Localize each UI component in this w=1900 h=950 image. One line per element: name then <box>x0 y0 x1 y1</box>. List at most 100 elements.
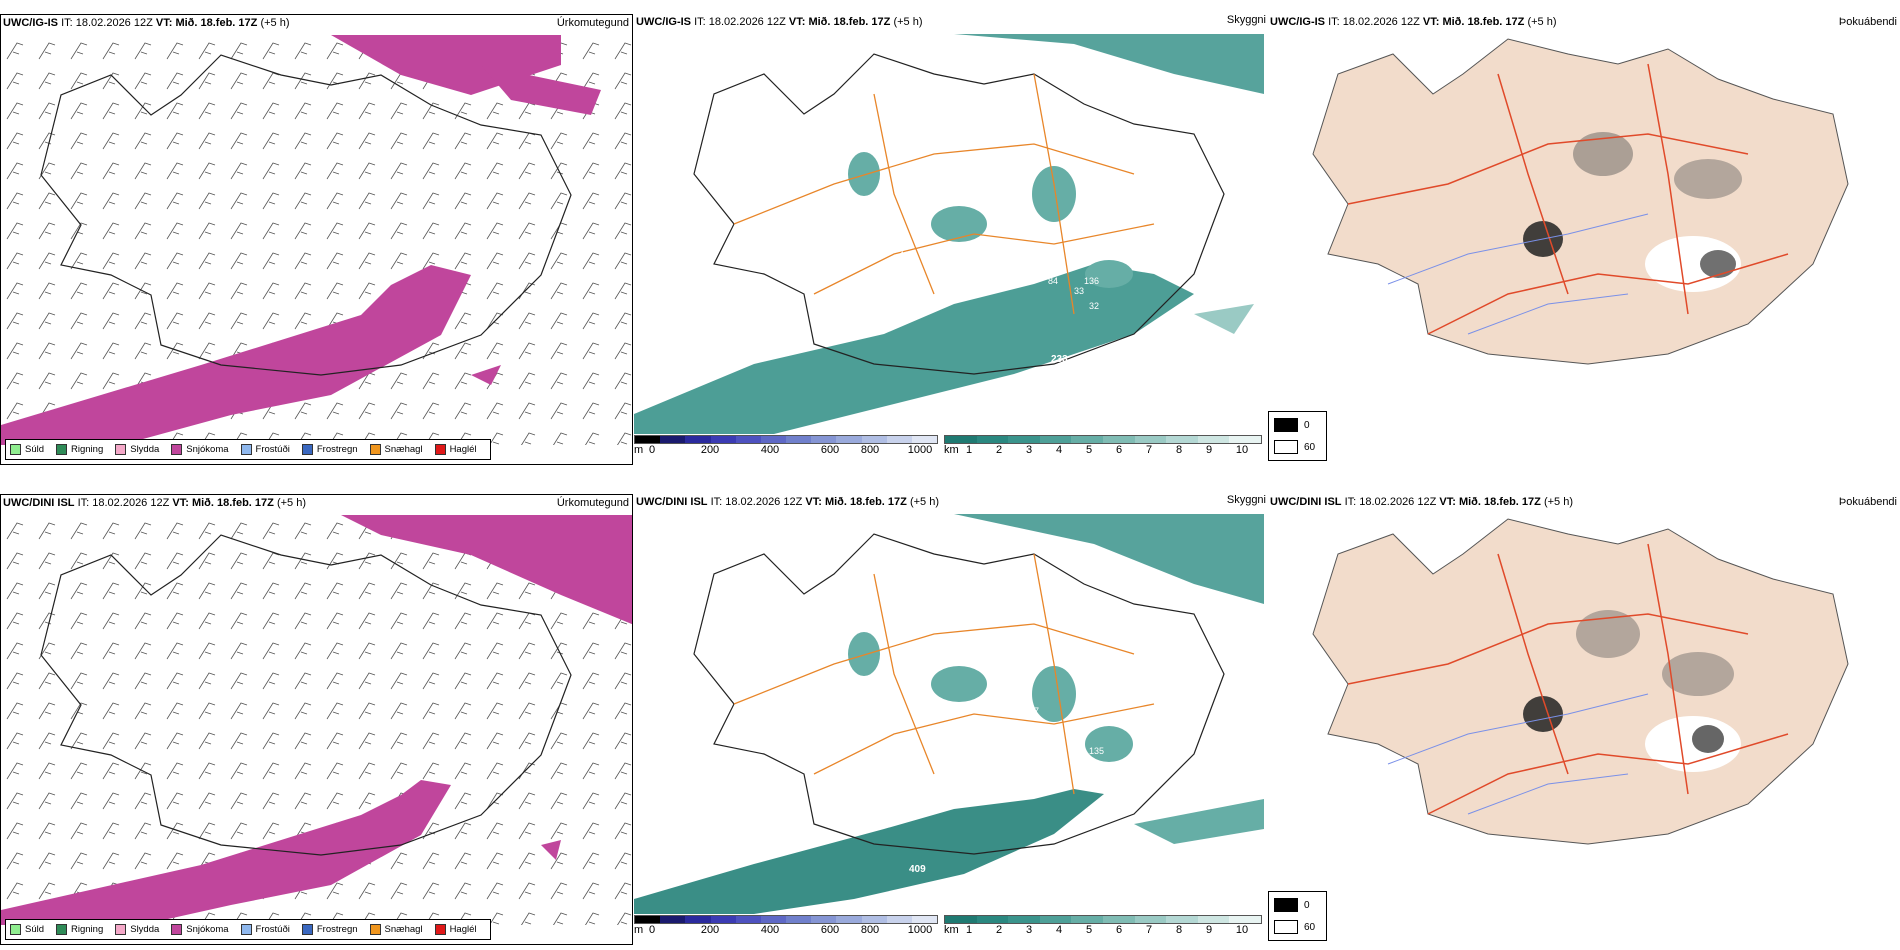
visibility-map: 233 84 52 41 136 33 32 <box>634 34 1264 434</box>
visibility-tick: 6 <box>1115 444 1123 456</box>
visibility-value-label: 135 <box>1089 746 1104 756</box>
visibility-tick: 9 <box>1205 444 1213 456</box>
visibility-tick: 1 <box>965 444 973 456</box>
low-visibility-area <box>954 34 1264 94</box>
model-name: UWC/DINI ISL <box>636 496 708 508</box>
iceland-coastline <box>40 54 572 376</box>
snow-area <box>481 65 601 115</box>
fog-legend-row1: 0 60 <box>1268 891 1327 941</box>
ceiling-tick: 400 <box>760 924 780 936</box>
precip-panel-row1: UWC/DINI ISL IT: 18.02.2026 12Z VT: Mið.… <box>0 494 633 945</box>
visibility-value-label: 6 <box>1054 736 1059 746</box>
visibility-value-label: 84 <box>1048 276 1058 286</box>
valid-time: Mið. 18.feb. 17Z <box>1458 496 1541 508</box>
visibility-tick: 10 <box>1235 444 1249 456</box>
fog-patch <box>1576 610 1640 658</box>
panel-header: UWC/DINI ISL IT: 18.02.2026 12Z VT: Mið.… <box>1270 496 1573 508</box>
snow-area <box>1 780 451 925</box>
legend-swatch <box>171 924 183 935</box>
init-time: 18.02.2026 12Z <box>1359 496 1437 508</box>
legend-swatch <box>434 924 446 935</box>
visibility-panel-row1: UWC/DINI ISL IT: 18.02.2026 12Z VT: Mið.… <box>634 494 1270 945</box>
panel-title: Úrkomutegund <box>556 497 629 509</box>
panel-title: Úrkomutegund <box>556 17 629 29</box>
river-network <box>1387 213 1649 335</box>
ceiling-unit: m <box>634 444 644 456</box>
precip-legend: Súld Rigning Slydda Snjókoma Frostúði Fr… <box>5 439 491 460</box>
precip-map <box>1 35 632 445</box>
fog-legend-item: 0 <box>1274 418 1310 432</box>
snow-area <box>471 365 501 385</box>
snow-area <box>541 840 561 860</box>
visibility-map: 409 277 135 6 <box>634 514 1264 914</box>
iceland-coastline <box>693 533 1225 855</box>
panel-header: UWC/IG-IS IT: 18.02.2026 12Z VT: Mið. 18… <box>1270 16 1557 28</box>
fog-panel-row0: UWC/IG-IS IT: 18.02.2026 12Z VT: Mið. 18… <box>1268 14 1900 409</box>
lead-time: (+5 h) <box>260 17 290 29</box>
ceiling-colorbar <box>634 915 938 924</box>
legend-item: Haglél <box>434 924 477 935</box>
ceiling-tick: 600 <box>820 444 840 456</box>
legend-swatch <box>56 444 68 455</box>
visibility-tick: 4 <box>1055 924 1063 936</box>
legend-swatch <box>369 924 381 935</box>
legend-item: Frostregn <box>301 924 358 935</box>
ceiling-tick: 600 <box>820 924 840 936</box>
precip-map <box>1 515 632 925</box>
init-time: 18.02.2026 12Z <box>725 496 803 508</box>
legend-item: Slydda <box>115 444 159 455</box>
legend-swatch <box>240 924 252 935</box>
iceland-coastline <box>693 53 1225 375</box>
visibility-tick: 7 <box>1145 924 1153 936</box>
visibility-tick: 2 <box>995 444 1003 456</box>
fog-legend-item: 60 <box>1274 440 1315 454</box>
legend-swatch <box>115 924 127 935</box>
low-visibility-area <box>954 514 1264 604</box>
model-name: UWC/DINI ISL <box>1270 496 1342 508</box>
panel-title: Þokuábendi <box>1838 16 1897 28</box>
legend-item: Rigning <box>56 924 103 935</box>
low-visibility-area <box>1085 260 1133 288</box>
road-network <box>1347 543 1789 815</box>
ceiling-unit: m <box>634 924 644 936</box>
visibility-tick: 8 <box>1175 924 1183 936</box>
visibility-tick: 4 <box>1055 444 1063 456</box>
legend-swatch <box>56 924 68 935</box>
fog-patch <box>1674 159 1742 199</box>
fog-patch <box>1523 696 1563 732</box>
panel-header: UWC/IG-IS IT: 18.02.2026 12Z VT: Mið. 18… <box>636 16 923 28</box>
ceiling-tick: 200 <box>700 924 720 936</box>
valid-time: Mið. 18.feb. 17Z <box>191 497 274 509</box>
valid-time: Mið. 18.feb. 17Z <box>808 16 891 28</box>
legend-item: Frostúði <box>240 444 290 455</box>
visibility-colorbar <box>944 435 1262 444</box>
legend-item: Slydda <box>115 924 159 935</box>
snow-area <box>341 515 632 625</box>
ceiling-tick: 400 <box>760 444 780 456</box>
model-name: UWC/IG-IS <box>636 16 691 28</box>
visibility-colorbar <box>944 915 1262 924</box>
legend-item: Súld <box>10 444 44 455</box>
legend-item: Snæhagl <box>369 444 423 455</box>
ceiling-tick: 0 <box>648 444 656 456</box>
low-visibility-area <box>1134 799 1264 844</box>
panel-header: UWC/DINI ISL IT: 18.02.2026 12Z VT: Mið.… <box>3 497 306 509</box>
panel-header: UWC/DINI ISL IT: 18.02.2026 12Z VT: Mið.… <box>636 496 939 508</box>
valid-time: Mið. 18.feb. 17Z <box>175 17 258 29</box>
precip-panel-row0: UWC/IG-IS IT: 18.02.2026 12Z VT: Mið. 18… <box>0 14 633 465</box>
legend-item: Súld <box>10 924 44 935</box>
low-visibility-area <box>634 264 1194 434</box>
ceiling-tick: 800 <box>860 444 880 456</box>
road-network <box>1347 63 1789 335</box>
visibility-tick: 10 <box>1235 924 1249 936</box>
fog-patch <box>1645 716 1741 772</box>
low-visibility-area <box>848 152 880 196</box>
init-time: 18.02.2026 12Z <box>75 17 153 29</box>
visibility-scale: km 1 2 3 4 5 6 7 8 9 10 <box>944 435 1264 461</box>
legend-swatch <box>301 924 313 935</box>
init-time: 18.02.2026 12Z <box>92 497 170 509</box>
ceiling-tick: 0 <box>648 924 656 936</box>
model-name: UWC/IG-IS <box>3 17 58 29</box>
land-area <box>1312 38 1849 365</box>
legend-swatch <box>115 444 127 455</box>
